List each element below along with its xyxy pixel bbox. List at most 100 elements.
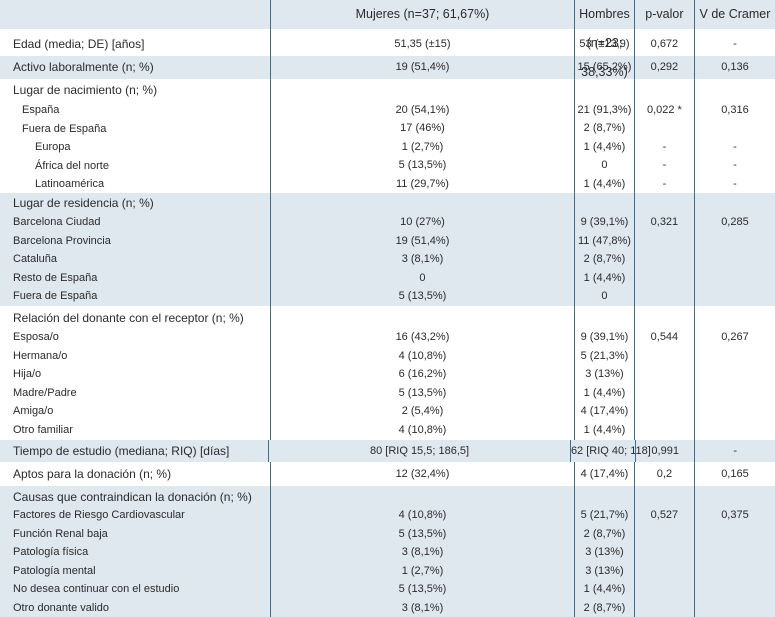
row-label: Función Renal baja: [13, 527, 108, 540]
cell-mujeres: 2 (5,4%): [401, 405, 444, 417]
cell-mujeres: 4 (10,8%): [398, 423, 447, 436]
cell-mujeres: 5 (13,5%): [398, 583, 447, 595]
cell-mujeres: 5 (13,5%): [398, 159, 447, 171]
cell-v-cramer: 0,267: [721, 331, 749, 343]
row-label-fuera: Fuera de España: [22, 122, 107, 135]
row-label: Factores de Riesgo Cardiovascular: [13, 509, 185, 521]
table-row-tiempo: Tiempo de estudio (mediana; RIQ) [días] …: [0, 440, 775, 462]
row-label: Otro familiar: [13, 423, 73, 436]
cell-mujeres: 51,35 (±15): [269, 29, 574, 56]
cell-hombres: 3 (13%): [585, 368, 624, 380]
cell-hombres: 3 (13%): [585, 546, 624, 558]
cell-p-valor: [635, 119, 694, 137]
header-mujeres: Mujeres (n=37; 61,67%): [269, 0, 574, 29]
cell-hombres: 2 (8,7%): [583, 122, 626, 134]
section-label: Lugar de nacimiento (n; %): [13, 83, 158, 97]
cell-v-cramer: -: [733, 140, 737, 153]
cell-v-cramer: 0,285: [721, 216, 749, 228]
cell-p-valor: 0,292: [633, 56, 694, 79]
cell-hombres: 4 (17,4%): [573, 462, 634, 486]
row-label: Patología física: [13, 546, 89, 558]
row-label: Barcelona Provincia: [13, 234, 111, 247]
cell-mujeres: 3 (8,1%): [401, 253, 444, 265]
cell-v-cramer: -: [733, 177, 737, 190]
cell-p-valor: -: [662, 140, 667, 153]
row-label: Hermana/o: [13, 349, 68, 362]
table-header: Mujeres (n=37; 61,67%) Hombres (n=23; 38…: [0, 0, 775, 79]
cell-mujeres: 19 (51,4%): [269, 56, 574, 79]
cell-hombres: 21 (91,3%): [577, 103, 632, 116]
cell-p-valor: 0,022 *: [646, 103, 682, 116]
cell-hombres: 1 (4,4%): [583, 423, 626, 436]
cell-mujeres: 10 (27%): [400, 216, 445, 228]
row-label: Hija/o: [13, 368, 42, 380]
row-label-europa: Europa: [35, 141, 71, 153]
cell-p-valor: 0,2: [633, 462, 694, 486]
cell-p-valor: -: [662, 159, 667, 171]
cell-mujeres: 11 (29,7%): [395, 177, 449, 190]
cell-mujeres: 16 (43,2%): [395, 331, 450, 343]
cell-v-cramer: 0,316: [721, 103, 749, 116]
row-label: Aptos para la donación (n; %): [13, 467, 172, 481]
cell-v-cramer: 0,165: [693, 462, 775, 486]
cell-hombres: 11 (47,8%): [577, 234, 631, 247]
cell-hombres: 15 (65,2%): [573, 56, 634, 79]
cell-p-valor: 0,991: [634, 440, 695, 462]
row-label: Activo laboralmente (n; %): [13, 60, 154, 74]
cell-p-valor: -: [662, 177, 667, 190]
cell-hombres: 1 (4,4%): [583, 271, 626, 284]
cell-hombres: 9 (39,1%): [580, 216, 629, 228]
row-label-latinoamerica: Latinoamérica: [35, 178, 105, 190]
cell-hombres: 53 (±13,9): [573, 29, 634, 56]
cell-mujeres: 6 (16,2%): [398, 368, 447, 380]
cell-mujeres: 3 (8,1%): [401, 546, 444, 558]
cell-hombres: 2 (8,7%): [583, 527, 626, 540]
cell-v-cramer: 0,136: [693, 56, 775, 79]
cell-hombres: 1 (4,4%): [583, 583, 626, 595]
row-label: Fuera de España: [13, 290, 98, 302]
row-label: Esposa/o: [13, 331, 59, 343]
cell-hombres: 1 (4,4%): [583, 140, 626, 153]
section-label: Lugar de residencia (n; %): [13, 196, 154, 210]
cell-hombres: 5 (21,3%): [580, 349, 629, 362]
table-section-nacimiento: Lugar de nacimiento (n; %) España Fuera …: [0, 79, 775, 193]
section-label: Causas que contraindican la donación (n;…: [13, 490, 252, 504]
row-label: Patología mental: [13, 564, 96, 577]
cell-mujeres: 1 (2,7%): [401, 140, 444, 153]
row-label-africa: África del norte: [35, 159, 109, 172]
table-section-relacion: Relación del donante con el receptor (n;…: [0, 306, 775, 440]
cell-mujeres: 5 (13,5%): [398, 290, 447, 302]
cell-hombres: 0: [601, 159, 608, 171]
cell-hombres: 4 (17,4%): [580, 405, 629, 417]
section-label: Relación del donante con el receptor (n;…: [13, 311, 244, 325]
cell-mujeres: 20 (54,1%): [395, 103, 450, 116]
row-label: Edad (media; DE) [años]: [13, 37, 145, 51]
cell-hombres: 5 (21,7%): [580, 509, 629, 521]
header-v-cramer: V de Cramer: [693, 0, 775, 29]
cell-mujeres: 3 (8,1%): [401, 601, 444, 614]
cell-hombres: 1 (4,4%): [583, 177, 626, 190]
table-section-causas: Causas que contraindican la donación (n;…: [0, 486, 775, 617]
row-label: Otro donante valido: [13, 601, 110, 614]
table-row-aptos: Aptos para la donación (n; %) 12 (32,4%)…: [0, 462, 775, 486]
table-row-activo: Activo laboralmente (n; %) 19 (51,4%) 15…: [0, 56, 775, 79]
row-label: Tiempo de estudio (mediana; RIQ) [días]: [13, 444, 230, 458]
row-label: Cataluña: [13, 253, 58, 265]
cell-mujeres: 19 (51,4%): [395, 234, 450, 247]
cell-mujeres: 5 (13,5%): [398, 527, 447, 540]
cell-mujeres: 17 (46%): [400, 122, 445, 134]
row-label-espana: España: [22, 104, 60, 116]
header-variable: [0, 0, 270, 29]
header-p-valor: p-valor: [633, 0, 694, 29]
cell-hombres: 3 (13%): [585, 564, 624, 577]
cell-mujeres: 5 (13,5%): [398, 386, 447, 399]
cell-v-cramer: [695, 119, 775, 137]
cell-v-cramer: -: [693, 29, 775, 56]
table-section-residencia: Lugar de residencia (n; %) Barcelona Ciu…: [0, 193, 775, 306]
cell-hombres: 9 (39,1%): [580, 331, 629, 343]
cell-hombres: 0: [601, 290, 608, 302]
row-label: Madre/Padre: [13, 386, 77, 399]
cell-v-cramer: -: [733, 159, 737, 171]
header-hombres: Hombres (n=23; 38,33%): [573, 0, 634, 79]
